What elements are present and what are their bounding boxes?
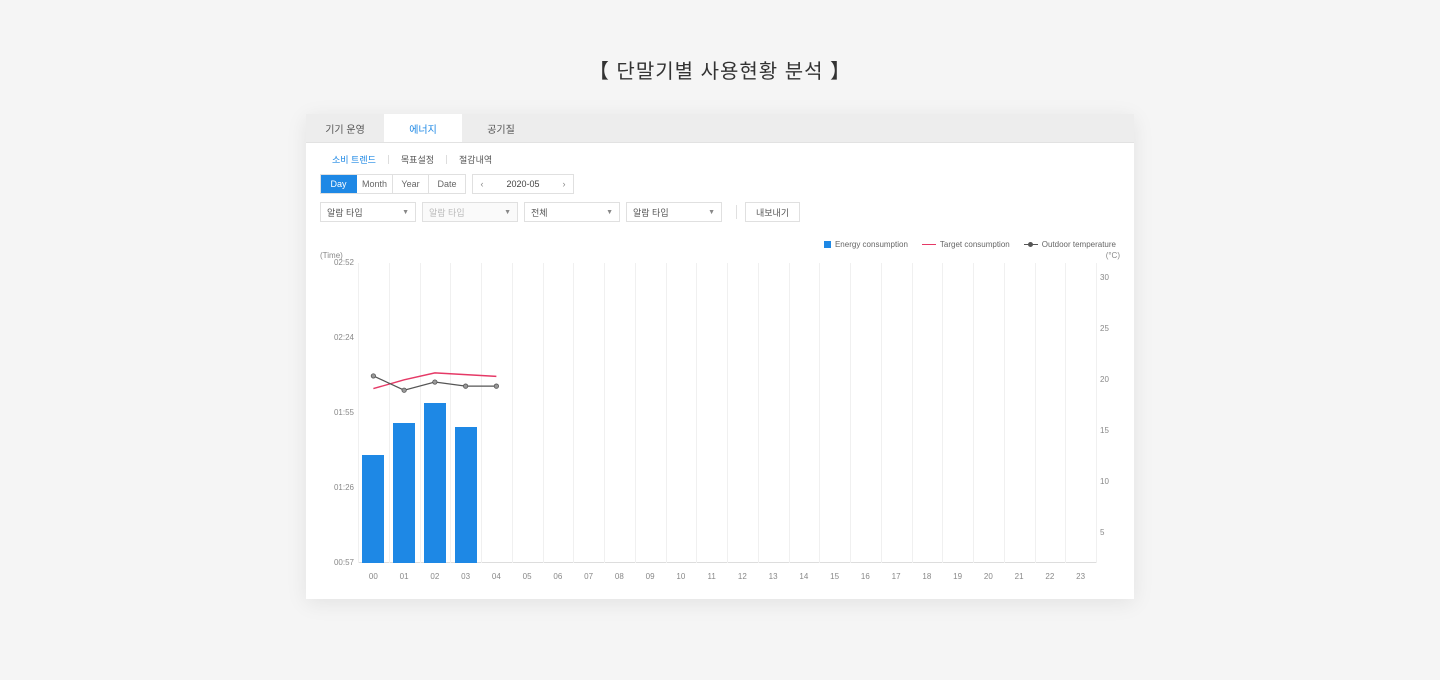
toolbar: Day Month Year Date ‹ 2020-05 › 알람 타입 ▼ … bbox=[306, 174, 1134, 240]
x-tick: 21 bbox=[1015, 572, 1024, 581]
legend-target: Target consumption bbox=[922, 240, 1010, 249]
chevron-down-icon: ▼ bbox=[708, 209, 715, 216]
x-tick: 04 bbox=[492, 572, 501, 581]
y-right-tick: 20 bbox=[1100, 375, 1118, 384]
y-left-tick: 01:26 bbox=[322, 483, 354, 492]
filter-all[interactable]: 전체 ▼ bbox=[524, 202, 620, 222]
dropdown-label: 알람 타입 bbox=[429, 206, 465, 219]
x-tick: 08 bbox=[615, 572, 624, 581]
tab-air[interactable]: 공기질 bbox=[462, 114, 540, 142]
dropdown-label: 전체 bbox=[531, 206, 548, 219]
legend-outdoor: Outdoor temperature bbox=[1024, 240, 1116, 249]
seg-year[interactable]: Year bbox=[393, 175, 429, 193]
legend-label: Energy consumption bbox=[835, 240, 908, 249]
y-right-tick: 30 bbox=[1100, 273, 1118, 282]
legend-label: Target consumption bbox=[940, 240, 1010, 249]
period-segment: Day Month Year Date bbox=[320, 174, 466, 194]
period-value[interactable]: 2020-05 bbox=[491, 179, 555, 189]
y-right-axis-title: (°C) bbox=[1106, 251, 1120, 260]
legend-energy: Energy consumption bbox=[824, 240, 908, 249]
chart-container: Energy consumption Target consumption Ou… bbox=[306, 240, 1134, 599]
x-tick: 22 bbox=[1045, 572, 1054, 581]
chevron-down-icon: ▼ bbox=[402, 209, 409, 216]
x-tick: 10 bbox=[676, 572, 685, 581]
legend-label: Outdoor temperature bbox=[1042, 240, 1116, 249]
x-tick: 09 bbox=[646, 572, 655, 581]
x-tick: 20 bbox=[984, 572, 993, 581]
x-tick: 12 bbox=[738, 572, 747, 581]
chevron-down-icon: ▼ bbox=[504, 209, 511, 216]
x-tick: 06 bbox=[553, 572, 562, 581]
legend-line-icon bbox=[922, 244, 936, 245]
filter-alarm-type-1[interactable]: 알람 타입 ▼ bbox=[320, 202, 416, 222]
x-tick: 00 bbox=[369, 572, 378, 581]
energy-chart: (Time) (°C) 02:5202:2401:5501:2600:57302… bbox=[320, 253, 1120, 581]
x-tick: 07 bbox=[584, 572, 593, 581]
x-tick: 05 bbox=[523, 572, 532, 581]
x-tick: 03 bbox=[461, 572, 470, 581]
sub-nav: 소비 트렌드 목표설정 절감내역 bbox=[306, 143, 1134, 174]
y-left-tick: 02:24 bbox=[322, 333, 354, 342]
divider bbox=[736, 205, 737, 219]
x-tick: 02 bbox=[430, 572, 439, 581]
seg-month[interactable]: Month bbox=[357, 175, 393, 193]
y-right-tick: 15 bbox=[1100, 426, 1118, 435]
y-right-tick: 25 bbox=[1100, 324, 1118, 333]
filter-alarm-type-3[interactable]: 알람 타입 ▼ bbox=[626, 202, 722, 222]
next-period-button[interactable]: › bbox=[555, 179, 573, 189]
x-tick: 11 bbox=[707, 572, 715, 581]
subnav-target[interactable]: 목표설정 bbox=[389, 153, 446, 166]
tab-energy[interactable]: 에너지 bbox=[384, 114, 462, 142]
x-tick: 01 bbox=[400, 572, 409, 581]
dashboard-panel: 기기 운영 에너지 공기질 소비 트렌드 목표설정 절감내역 Day Month… bbox=[306, 114, 1134, 599]
gridline bbox=[1096, 263, 1097, 563]
x-tick: 16 bbox=[861, 572, 870, 581]
export-button[interactable]: 내보내기 bbox=[745, 202, 800, 222]
seg-day[interactable]: Day bbox=[321, 175, 357, 193]
date-nav: ‹ 2020-05 › bbox=[472, 174, 574, 194]
y-left-tick: 00:57 bbox=[322, 558, 354, 567]
y-left-tick: 01:55 bbox=[322, 408, 354, 417]
plot-area bbox=[358, 263, 1096, 563]
x-tick: 15 bbox=[830, 572, 839, 581]
legend-marker-icon bbox=[1024, 244, 1038, 245]
x-tick: 19 bbox=[953, 572, 962, 581]
legend-swatch-icon bbox=[824, 241, 831, 248]
subnav-savings[interactable]: 절감내역 bbox=[447, 153, 504, 166]
x-tick: 13 bbox=[769, 572, 778, 581]
top-nav: 기기 운영 에너지 공기질 bbox=[306, 114, 1134, 143]
filter-alarm-type-2: 알람 타입 ▼ bbox=[422, 202, 518, 222]
x-tick: 14 bbox=[799, 572, 808, 581]
y-left-tick: 02:52 bbox=[322, 258, 354, 267]
y-right-tick: 5 bbox=[1100, 528, 1118, 537]
x-tick: 23 bbox=[1076, 572, 1085, 581]
seg-date[interactable]: Date bbox=[429, 175, 465, 193]
dropdown-label: 알람 타입 bbox=[633, 206, 669, 219]
tab-device[interactable]: 기기 운영 bbox=[306, 114, 384, 142]
y-right-tick: 10 bbox=[1100, 477, 1118, 486]
line-overlay bbox=[358, 263, 1096, 563]
chart-legend: Energy consumption Target consumption Ou… bbox=[320, 240, 1120, 249]
subnav-trend[interactable]: 소비 트렌드 bbox=[320, 153, 388, 166]
prev-period-button[interactable]: ‹ bbox=[473, 179, 491, 189]
chevron-down-icon: ▼ bbox=[606, 209, 613, 216]
dropdown-label: 알람 타입 bbox=[327, 206, 363, 219]
x-tick: 18 bbox=[922, 572, 931, 581]
page-title: 【 단말기별 사용현황 분석 】 bbox=[0, 0, 1440, 114]
x-tick: 17 bbox=[892, 572, 901, 581]
